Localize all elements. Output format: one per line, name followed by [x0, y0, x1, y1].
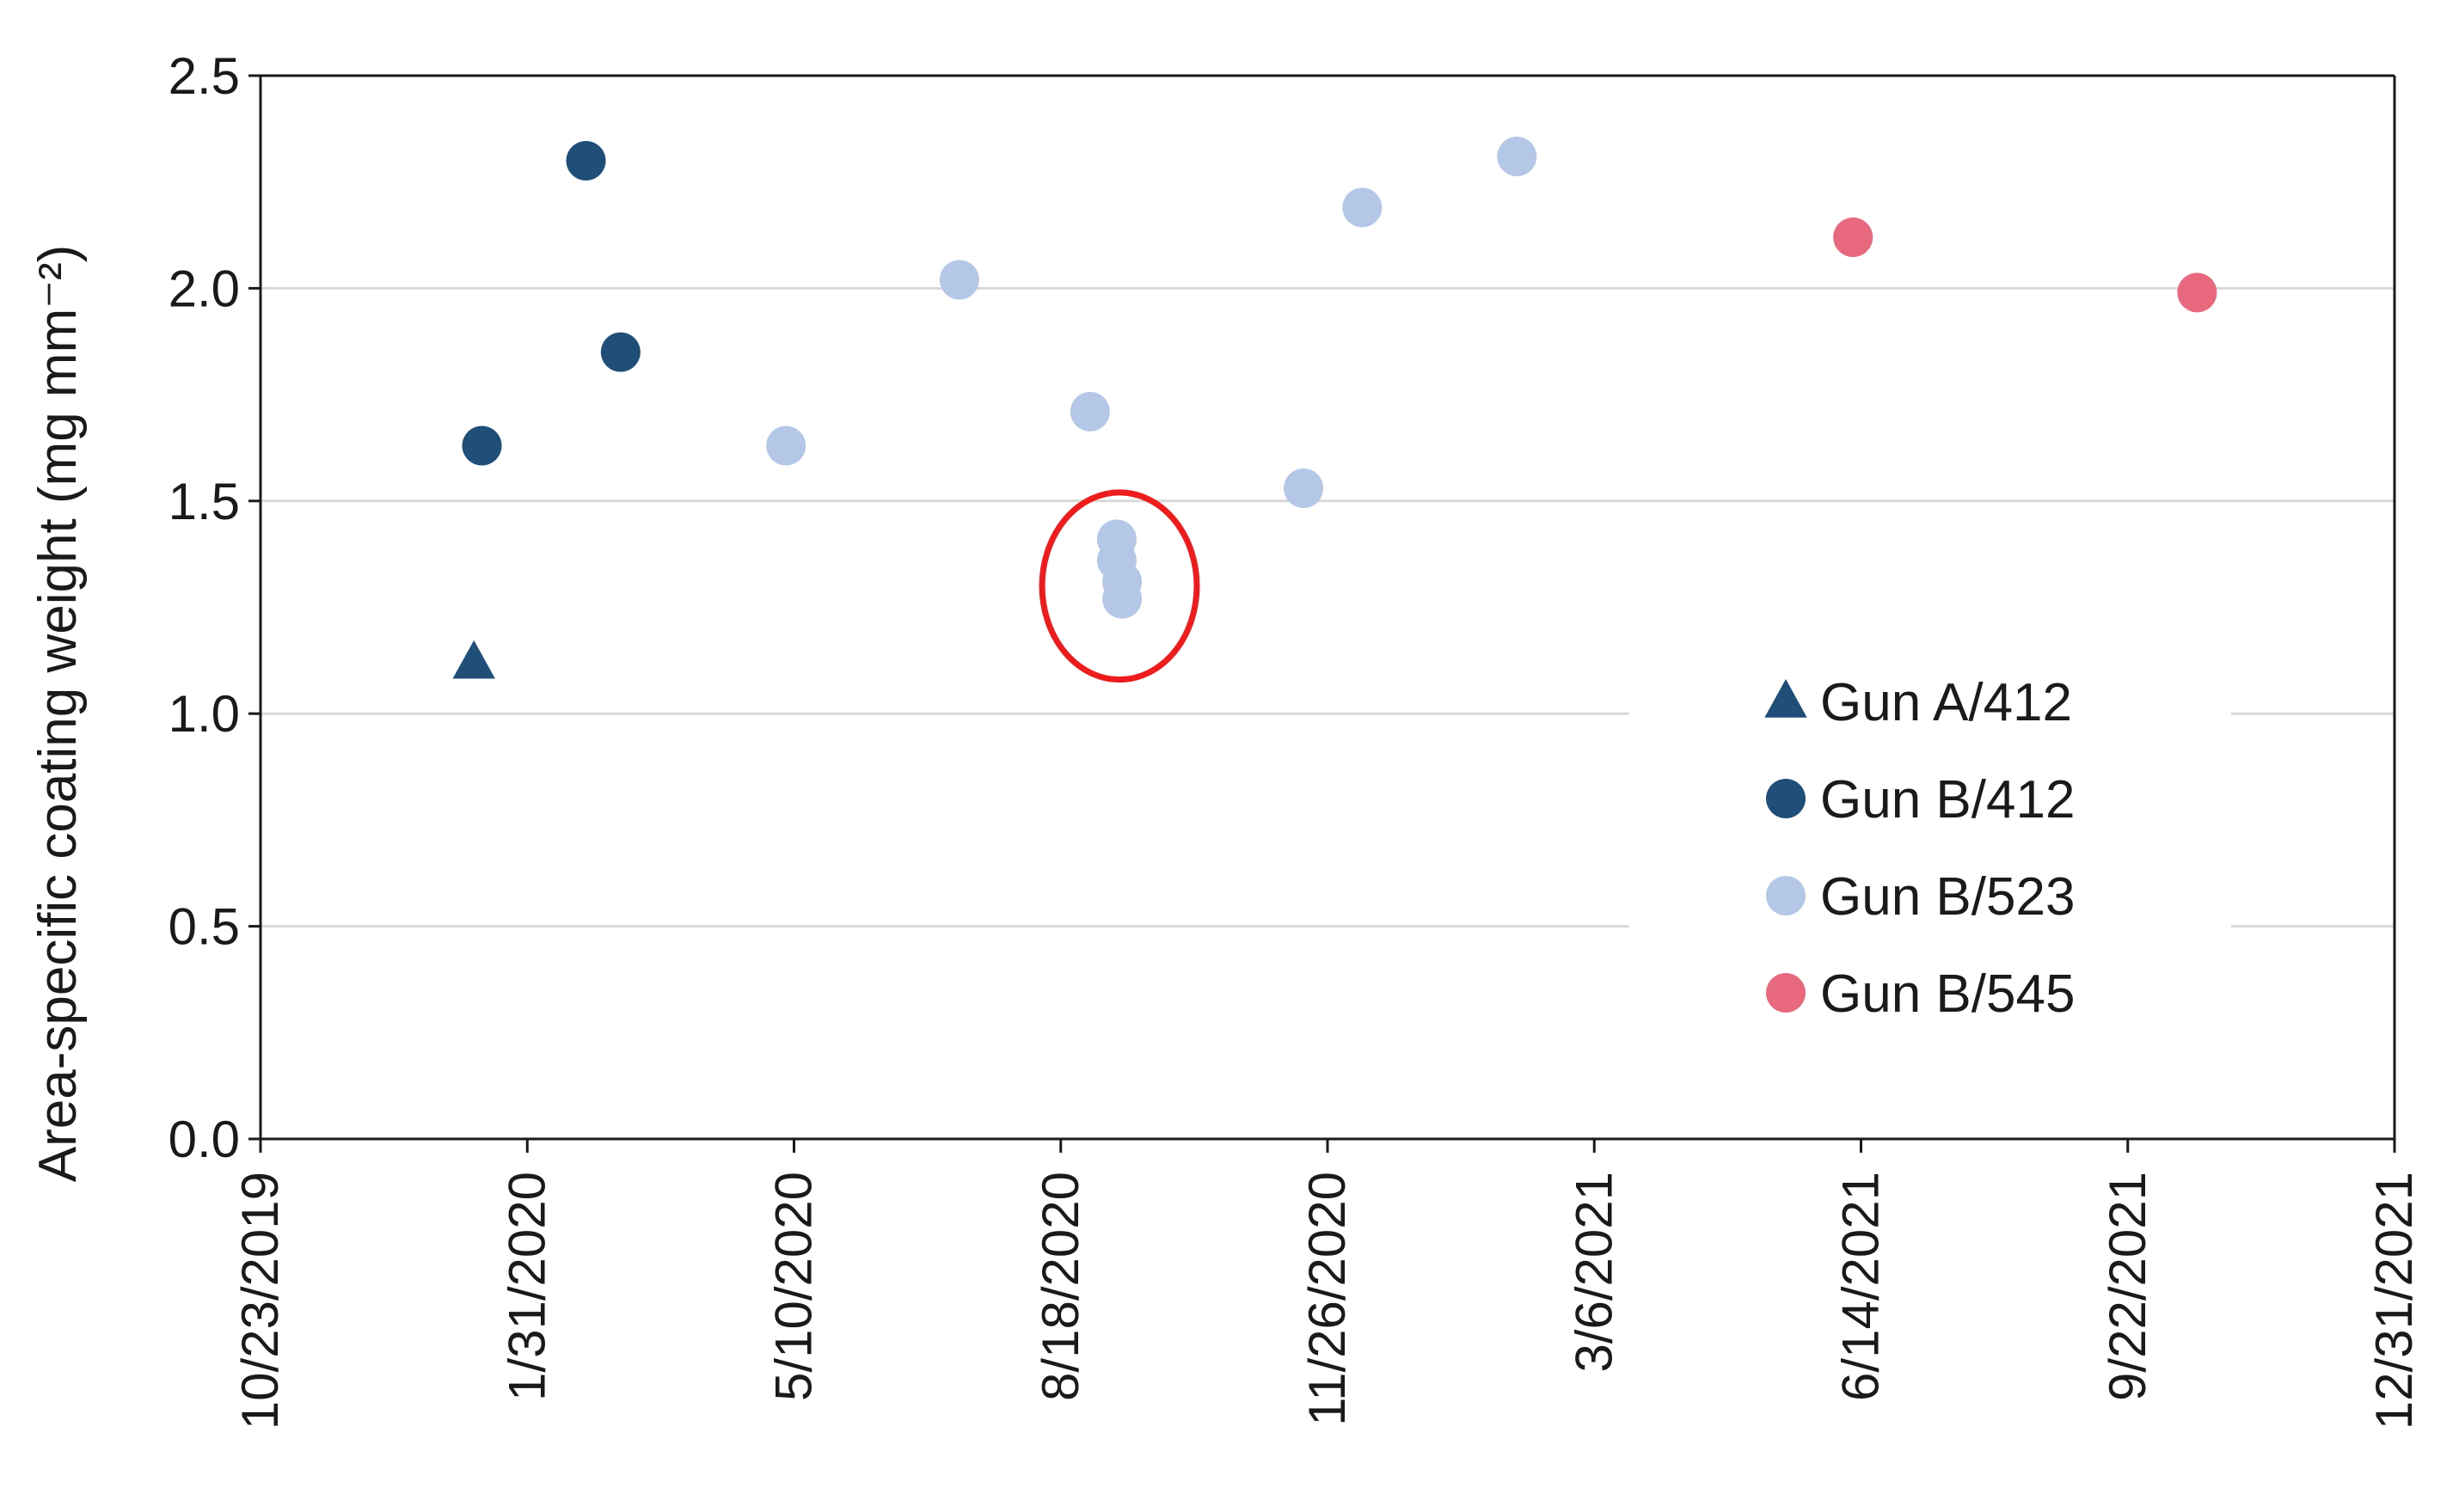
- legend-marker: [1766, 779, 1806, 818]
- x-tick-label: 1/31/2020: [498, 1172, 555, 1401]
- legend: Gun A/412 Gun B/412 Gun B/523 Gun B/545: [1629, 670, 2231, 1085]
- legend-background: [1629, 670, 2231, 1085]
- legend-label: Gun B/412: [1820, 770, 2075, 829]
- y-tick-label: 0.0: [169, 1111, 240, 1168]
- data-point: [1342, 187, 1383, 228]
- highlight-ellipse: [1039, 489, 1200, 683]
- y-tick-label: 2.0: [169, 260, 240, 317]
- x-tick-label: 5/10/2020: [765, 1172, 823, 1401]
- data-point: [452, 640, 495, 679]
- y-tick-label: 1.0: [169, 685, 240, 743]
- data-point: [939, 260, 979, 300]
- data-point: [600, 332, 641, 372]
- data-point: [1497, 137, 1537, 177]
- legend-label: Gun A/412: [1820, 673, 2072, 732]
- x-tick-label: 8/18/2020: [1032, 1172, 1089, 1401]
- axes: [248, 74, 2396, 1153]
- data-point: [1102, 578, 1143, 619]
- x-tick-label: 3/6/2021: [1565, 1172, 1622, 1373]
- x-tick-label: 9/22/2021: [2099, 1172, 2156, 1401]
- x-tick-label: 6/14/2021: [1832, 1172, 1890, 1401]
- data-point: [566, 140, 606, 181]
- legend-marker: [1764, 679, 1807, 718]
- legend-label: Gun B/523: [1820, 867, 2075, 927]
- data-point: [462, 425, 502, 466]
- legend-marker: [1766, 876, 1806, 915]
- y-tick-label: 0.5: [169, 898, 240, 956]
- data-point: [1070, 391, 1110, 432]
- x-tick-label: 12/31/2021: [2365, 1172, 2423, 1429]
- data-point: [1284, 468, 1324, 508]
- annotations: [1039, 489, 1200, 683]
- y-tick-label: 1.5: [169, 473, 240, 530]
- legend-label: Gun B/545: [1820, 964, 2075, 1024]
- x-tick-label: 10/23/2019: [231, 1172, 289, 1429]
- data-point: [1833, 217, 1873, 258]
- data-points: [452, 137, 2217, 679]
- data-point: [766, 425, 806, 466]
- legend-marker: [1766, 973, 1806, 1013]
- y-tick-labels: 0.0 0.5 1.0 1.5 2.0 2.5: [169, 47, 240, 1168]
- y-tick-label: 2.5: [169, 47, 240, 105]
- y-axis-title: Area-specific coating weight (mg mm⁻²): [28, 245, 88, 1182]
- x-tick-labels: 10/23/2019 1/31/2020 5/10/2020 8/18/2020 11/…: [231, 1172, 2423, 1429]
- data-point: [2177, 272, 2217, 313]
- x-tick-label: 11/26/2020: [1298, 1172, 1356, 1426]
